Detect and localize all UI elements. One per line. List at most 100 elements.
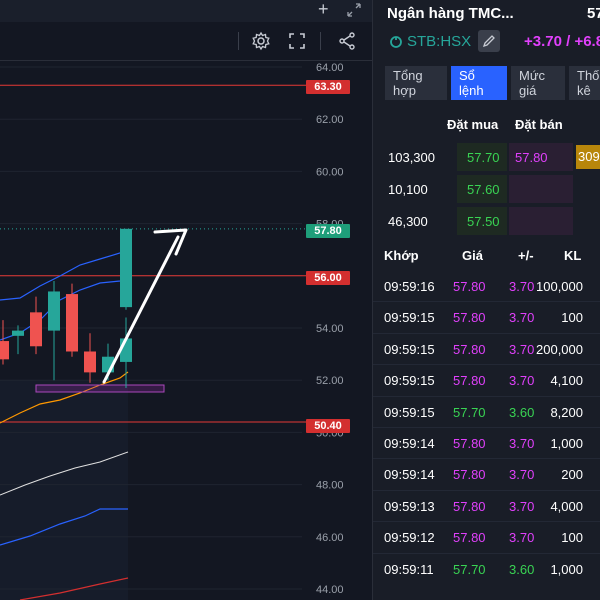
trade-price: 57.80 bbox=[453, 436, 486, 451]
ask-cell-bg bbox=[509, 175, 573, 203]
tab-price-levels[interactable]: Mức giá bbox=[511, 66, 565, 100]
fullscreen-icon bbox=[289, 33, 305, 49]
trade-volume: 8,200 bbox=[550, 404, 583, 420]
long-red-line bbox=[19, 577, 129, 600]
trade-time: 09:59:13 bbox=[384, 498, 435, 514]
ticker-label: STB:HSX bbox=[407, 33, 472, 50]
trade-volume: 1,000 bbox=[550, 436, 583, 451]
trade-change: 3.70 bbox=[509, 498, 535, 514]
trade-change: 3.70 bbox=[509, 530, 535, 546]
price-change: +3.70 / +6.8 bbox=[524, 33, 600, 50]
tab-order-book[interactable]: Sổ lệnh bbox=[451, 66, 507, 100]
trades-header-volume: KL bbox=[564, 248, 582, 263]
row-divider bbox=[373, 489, 600, 491]
bid-price[interactable]: 57.60 bbox=[467, 182, 500, 197]
row-divider bbox=[373, 395, 600, 397]
bid-cell-bg bbox=[457, 175, 507, 203]
trade-volume: 200,000 bbox=[536, 341, 583, 357]
trade-price: 57.80 bbox=[453, 467, 486, 483]
bid-volume: 46,300 bbox=[388, 214, 428, 229]
toolbar-divider bbox=[238, 32, 239, 50]
trades-header-change: +/- bbox=[518, 248, 534, 263]
price-tag-support: 50.40 bbox=[306, 419, 350, 433]
trade-change: 3.70 bbox=[509, 279, 535, 294]
trade-volume: 200 bbox=[561, 467, 583, 483]
row-divider bbox=[373, 364, 600, 366]
price-tag-resistance: 63.30 bbox=[306, 80, 350, 94]
y-tick-label: 62.00 bbox=[316, 114, 344, 126]
row-divider bbox=[373, 332, 600, 334]
trade-change: 3.70 bbox=[509, 467, 535, 483]
row-divider bbox=[373, 552, 600, 554]
y-tick-label: 64.00 bbox=[316, 62, 344, 74]
trade-price: 57.70 bbox=[453, 561, 486, 577]
y-tick-label: 54.00 bbox=[316, 323, 344, 335]
bid-header: Đặt mua bbox=[447, 117, 499, 132]
share-icon bbox=[339, 32, 355, 50]
candle-body bbox=[48, 291, 60, 331]
plus-icon[interactable]: + bbox=[318, 0, 329, 19]
trade-time: 09:59:15 bbox=[384, 404, 435, 420]
ask-cell-bg bbox=[509, 143, 573, 171]
settings-button[interactable] bbox=[248, 28, 274, 54]
trade-time: 09:59:14 bbox=[384, 467, 435, 483]
trade-change: 3.70 bbox=[509, 310, 535, 326]
row-divider bbox=[373, 427, 600, 428]
tab-statistics[interactable]: Thống kê bbox=[569, 66, 600, 100]
ticker-status-icon bbox=[390, 35, 402, 48]
share-button[interactable] bbox=[334, 28, 360, 54]
stock-price: 57 bbox=[587, 5, 600, 22]
trade-time: 09:59:15 bbox=[384, 341, 435, 357]
trade-price: 57.80 bbox=[453, 498, 486, 514]
trend-arrow-head bbox=[153, 228, 188, 256]
bid-price[interactable]: 57.70 bbox=[467, 150, 500, 165]
ask-price[interactable]: 57.80 bbox=[515, 150, 548, 165]
trades-header-price: Giá bbox=[462, 248, 483, 263]
ask-volume-badge: 309 bbox=[576, 145, 600, 169]
trade-price: 57.80 bbox=[453, 310, 486, 326]
trend-arrow-shaft bbox=[102, 235, 180, 384]
trade-price: 57.80 bbox=[453, 279, 486, 294]
edit-icon bbox=[482, 35, 495, 48]
ask-header: Đặt bán bbox=[515, 117, 563, 132]
trade-price: 57.80 bbox=[453, 373, 486, 389]
price-tag-last: 57.80 bbox=[306, 224, 350, 238]
long-ma-line bbox=[0, 451, 129, 496]
ask-cell-bg bbox=[509, 207, 573, 235]
tab-overview[interactable]: Tổng hợp bbox=[385, 66, 447, 100]
trade-volume: 4,100 bbox=[550, 373, 583, 389]
price-chart[interactable]: 64.0062.0060.0058.0056.0054.0052.0050.00… bbox=[0, 0, 372, 600]
trade-time: 09:59:11 bbox=[384, 561, 434, 577]
order-panel: Ngân hàng TMC... 57 STB:HSX +3.70 / +6.8… bbox=[372, 0, 600, 600]
settings-icon bbox=[252, 31, 270, 51]
y-tick-label: 52.00 bbox=[316, 375, 344, 387]
edit-button[interactable] bbox=[478, 30, 500, 52]
trade-time: 09:59:14 bbox=[384, 436, 435, 451]
trade-change: 3.70 bbox=[509, 341, 535, 357]
stock-name: Ngân hàng TMC... bbox=[387, 5, 514, 22]
trade-change: 3.70 bbox=[509, 436, 535, 451]
trades-header-time: Khớp bbox=[384, 248, 419, 263]
upper-band bbox=[0, 248, 129, 301]
price-tag-level: 56.00 bbox=[306, 271, 350, 285]
ticker-symbol[interactable]: STB:HSX bbox=[389, 33, 471, 50]
candle-body bbox=[0, 341, 9, 360]
chart-area[interactable]: 64.0062.0060.0058.0056.0054.0052.0050.00… bbox=[0, 0, 372, 600]
band-shading bbox=[0, 380, 128, 600]
chart-topbar: + bbox=[0, 0, 372, 22]
expand-icon[interactable] bbox=[346, 2, 362, 18]
fullscreen-button[interactable] bbox=[284, 28, 310, 54]
bid-price[interactable]: 57.50 bbox=[467, 214, 500, 229]
candle-body bbox=[120, 228, 132, 308]
candle-body bbox=[84, 351, 96, 373]
toolbar-divider bbox=[320, 32, 321, 50]
row-divider bbox=[373, 301, 600, 303]
bid-cell-bg bbox=[457, 143, 507, 171]
row-divider bbox=[373, 458, 600, 460]
y-tick-label: 60.00 bbox=[316, 166, 344, 178]
trade-volume: 100 bbox=[561, 310, 583, 326]
chart-toolbar bbox=[0, 22, 372, 61]
trade-volume: 100,000 bbox=[536, 279, 583, 294]
trade-change: 3.70 bbox=[509, 373, 535, 389]
trade-time: 09:59:15 bbox=[384, 373, 435, 389]
